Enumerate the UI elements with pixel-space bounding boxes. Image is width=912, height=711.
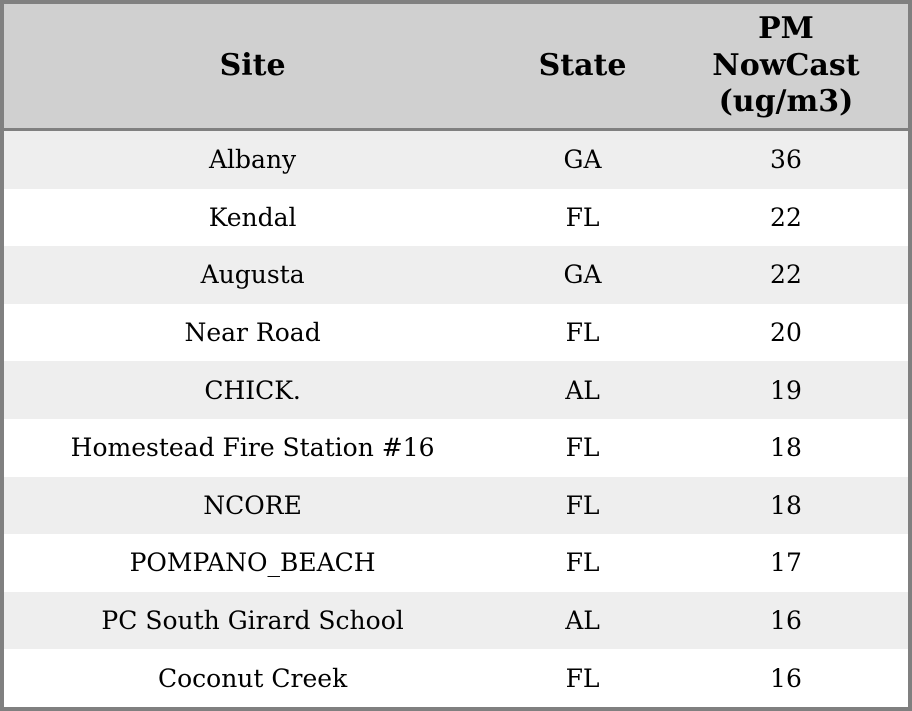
cell-site: Near Road [184, 318, 321, 348]
column-header-site: Site [4, 4, 502, 131]
cell-pm-nowcast: 22 [770, 260, 802, 290]
cell-state: GA [563, 260, 602, 290]
cell-site: PC South Girard School [101, 606, 404, 636]
cell-state: FL [565, 663, 600, 693]
cell-site: NCORE [203, 490, 302, 520]
table-row: NCORE FL 18 [4, 476, 908, 535]
cell-state: FL [565, 433, 600, 463]
table-row: CHICK. AL 19 [4, 361, 908, 419]
cell-site: Albany [209, 145, 297, 175]
table-row: PC South Girard School AL 16 [4, 591, 908, 650]
table-row: Augusta GA 22 [4, 246, 908, 304]
cell-pm-nowcast: 17 [770, 548, 802, 578]
air-quality-table: Site State PM NowCast (ug/m3) Albany GA … [4, 4, 908, 707]
cell-pm-nowcast: 16 [770, 606, 802, 636]
table-row: Albany GA 36 [4, 129, 908, 189]
cell-pm-nowcast: 18 [770, 490, 802, 520]
cell-site: Kendal [208, 202, 297, 232]
table-row: Kendal FL 22 [4, 188, 908, 247]
cell-pm-nowcast: 18 [770, 433, 802, 463]
column-header-state: State [501, 4, 664, 131]
table-row: Homestead Fire Station #16 FL 18 [4, 418, 908, 477]
cell-state: GA [563, 145, 602, 175]
cell-pm-nowcast: 16 [770, 663, 802, 693]
header-row: Site State PM NowCast (ug/m3) [4, 4, 908, 131]
cell-state: AL [565, 606, 600, 636]
column-header-pm-nowcast-label: PM NowCast (ug/m3) [712, 11, 860, 120]
table-row: Near Road FL 20 [4, 303, 908, 362]
table-header: Site State PM NowCast (ug/m3) [4, 4, 908, 131]
cell-site: Augusta [200, 260, 305, 290]
cell-pm-nowcast: 36 [770, 145, 802, 175]
cell-site: Homestead Fire Station #16 [70, 433, 435, 463]
table-row: POMPANO_BEACH FL 17 [4, 534, 908, 592]
cell-state: FL [565, 548, 600, 578]
table-body: Albany GA 36 Kendal FL 22 Augusta GA 22 … [4, 129, 908, 707]
cell-pm-nowcast: 19 [770, 375, 802, 405]
table-row: Coconut Creek FL 16 [4, 649, 908, 707]
cell-state: FL [565, 490, 600, 520]
cell-site: POMPANO_BEACH [129, 548, 376, 578]
cell-pm-nowcast: 22 [770, 202, 802, 232]
column-header-pm-nowcast: PM NowCast (ug/m3) [663, 4, 908, 131]
cell-state: AL [565, 375, 600, 405]
cell-state: FL [565, 202, 600, 232]
cell-state: FL [565, 318, 600, 348]
cell-site: CHICK. [204, 375, 301, 405]
cell-site: Coconut Creek [157, 663, 348, 693]
cell-pm-nowcast: 20 [770, 318, 802, 348]
